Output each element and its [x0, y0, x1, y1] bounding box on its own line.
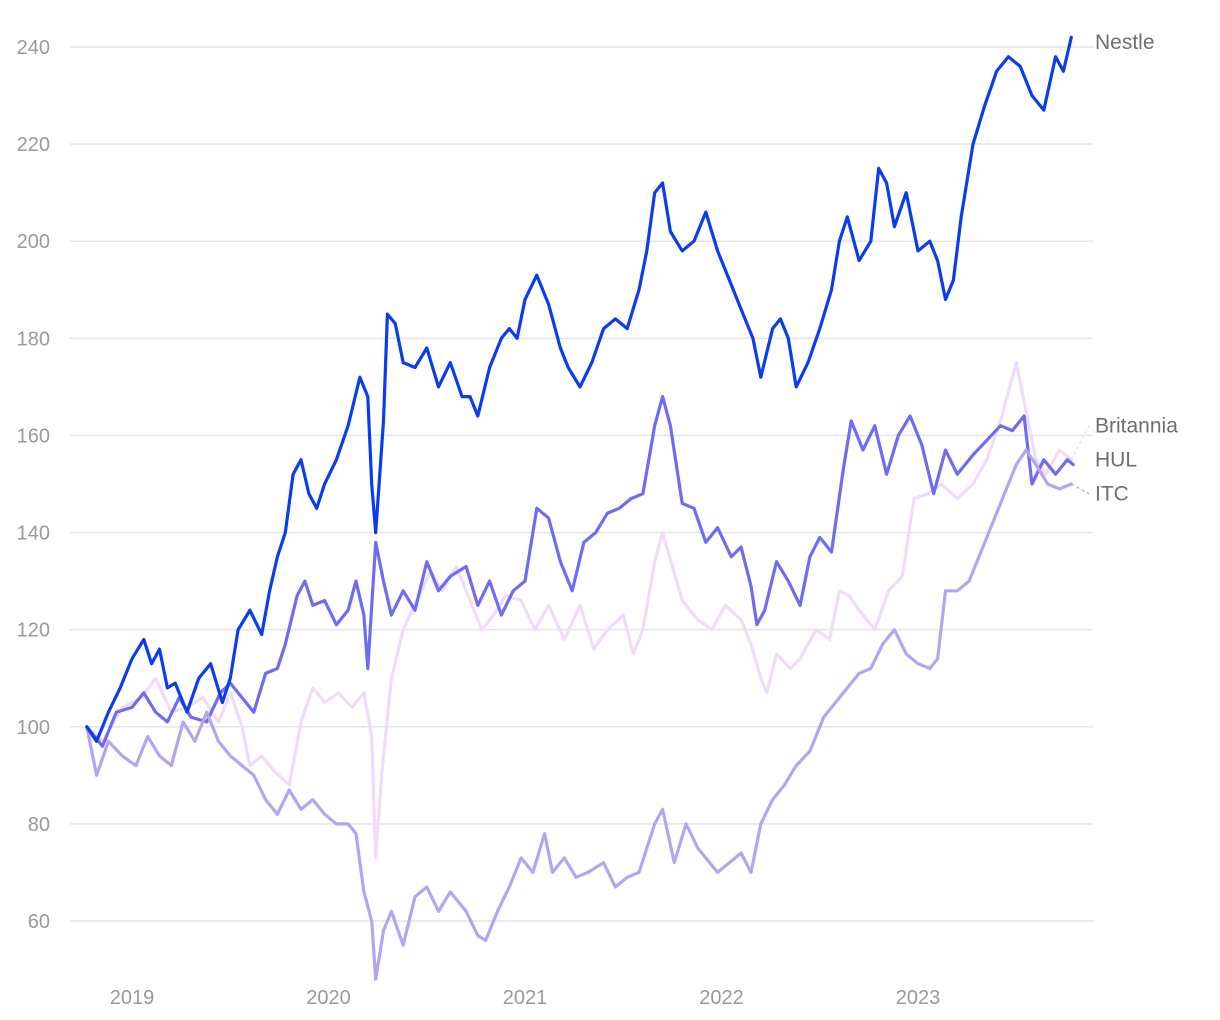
y-tick-label: 180: [17, 328, 50, 350]
y-tick-label: 240: [17, 37, 50, 59]
series-line-hul: [85, 395, 1075, 748]
x-tick-label: 2019: [110, 987, 155, 1009]
x-tick-label: 2023: [896, 987, 941, 1009]
y-tick-label: 120: [17, 620, 50, 642]
x-axis-tick-labels: 2019 2020 2021 2022 2023: [110, 987, 941, 1009]
x-tick-label: 2022: [699, 987, 744, 1009]
series-lines: [85, 35, 1075, 981]
series-line-nestle: [85, 35, 1073, 743]
x-tick-label: 2021: [503, 987, 548, 1009]
label-connector: [1070, 425, 1090, 461]
series-line-britannia: [85, 361, 1073, 860]
y-tick-label: 60: [28, 911, 50, 933]
series-label-itc: ITC: [1095, 483, 1129, 506]
series-label-hul: HUL: [1095, 449, 1137, 472]
series-line-itc: [85, 448, 1073, 981]
y-axis-tick-labels: 60 80 100 120 140 160 180 200 220 240: [17, 37, 50, 933]
series-label-britannia: Britannia: [1095, 415, 1178, 438]
y-tick-label: 200: [17, 231, 50, 253]
y-tick-label: 160: [17, 425, 50, 447]
label-connector: [1070, 483, 1090, 495]
series-end-labels: Britannia HUL ITC Nestle: [1070, 31, 1178, 506]
x-tick-label: 2020: [306, 987, 351, 1009]
y-tick-label: 140: [17, 523, 50, 545]
series-label-nestle: Nestle: [1095, 31, 1155, 54]
y-tick-label: 80: [28, 814, 50, 836]
y-tick-label: 100: [17, 717, 50, 739]
y-tick-label: 220: [17, 134, 50, 156]
